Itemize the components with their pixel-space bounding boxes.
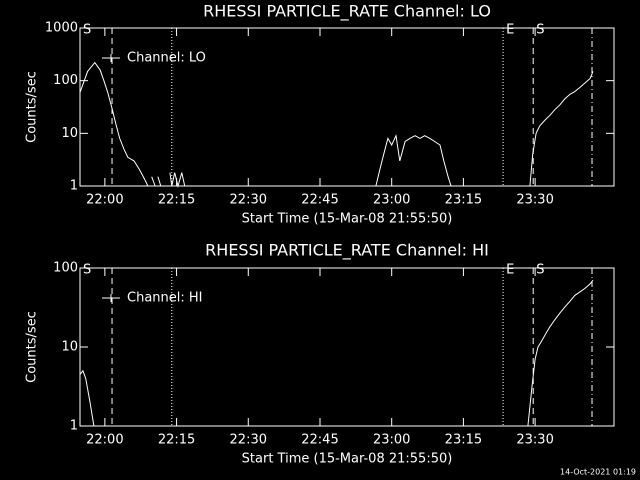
footer: 14-Oct-2021 01:19 xyxy=(560,468,636,477)
event-label: S xyxy=(536,263,544,278)
event-label: S xyxy=(83,263,91,278)
y-tick-label: 10 xyxy=(61,340,78,355)
legend-label: Channel: HI xyxy=(127,291,203,306)
y-axis-label: Counts/sec xyxy=(25,71,40,143)
y-tick-label: 10 xyxy=(61,126,78,141)
x-tick-label: 22:15 xyxy=(158,433,195,448)
x-tick-label: 23:30 xyxy=(516,193,553,208)
x-tick-label: 22:30 xyxy=(230,193,267,208)
event-label: E xyxy=(506,23,514,38)
x-tick-label: 23:15 xyxy=(445,193,482,208)
x-tick-label: 22:00 xyxy=(86,433,123,448)
series-line xyxy=(79,61,594,188)
x-tick-label: 23:30 xyxy=(516,433,553,448)
plot-frame xyxy=(79,27,615,187)
x-tick-label: 22:45 xyxy=(301,433,338,448)
x-tick-label: 22:30 xyxy=(230,433,267,448)
y-tick-label: 100 xyxy=(53,73,78,88)
x-tick-label: 23:00 xyxy=(373,433,410,448)
series-line xyxy=(79,279,594,427)
chart-title: RHESSI PARTICLE_RATE Channel: LO xyxy=(203,2,491,22)
event-label: E xyxy=(506,263,514,278)
y-tick-label: 100 xyxy=(53,261,78,276)
y-tick-label: 1 xyxy=(70,419,78,434)
y-axis-label: Counts/sec xyxy=(25,311,40,383)
x-tick-label: 22:00 xyxy=(86,193,123,208)
x-tick-label: 23:00 xyxy=(373,193,410,208)
x-axis-label: Start Time (15-Mar-08 21:55:50) xyxy=(242,212,453,227)
x-tick-label: 22:15 xyxy=(158,193,195,208)
chart-title: RHESSI PARTICLE_RATE Channel: HI xyxy=(205,241,489,261)
y-tick-label: 1 xyxy=(70,179,78,194)
x-axis-label: Start Time (15-Mar-08 21:55:50) xyxy=(242,452,453,467)
legend-label: Channel: LO xyxy=(127,51,206,66)
event-label: S xyxy=(83,23,91,38)
event-label: S xyxy=(536,23,544,38)
x-tick-label: 23:15 xyxy=(445,433,482,448)
y-tick-label: 1000 xyxy=(45,21,78,36)
x-tick-label: 22:45 xyxy=(301,193,338,208)
